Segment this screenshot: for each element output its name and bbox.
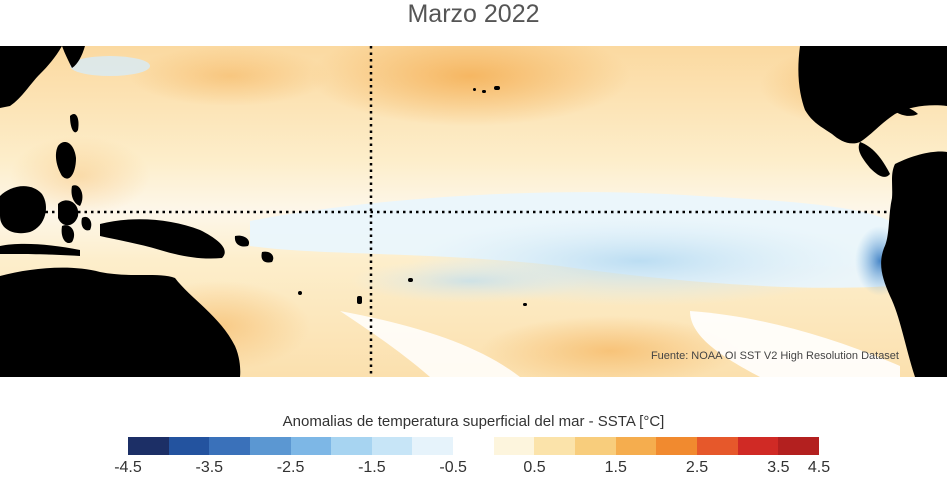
colorbar-cell (128, 437, 169, 455)
colorbar-tick-label: 0.5 (523, 459, 546, 476)
land-asia (0, 46, 62, 108)
colorbar-cell (778, 437, 819, 455)
land-new-guinea (100, 219, 225, 259)
map-title: Marzo 2022 (407, 0, 540, 28)
colorbar (128, 437, 819, 455)
colorbar-tick-label: -4.5 (114, 459, 142, 476)
colorbar-tick-label: -0.5 (439, 459, 467, 476)
land-borneo (0, 186, 46, 234)
colorbar-cell (371, 437, 413, 455)
colorbar-cell (453, 437, 494, 455)
colorbar-cell (656, 437, 697, 455)
colorbar-cell (331, 437, 372, 455)
colorbar-tick-label: 2.5 (685, 459, 709, 476)
colorbar-tick-label: 3.5 (767, 459, 790, 476)
colorbar-cell (737, 437, 779, 455)
colorbar-tick-label: 1.5 (604, 459, 627, 476)
colorbar-cell (290, 437, 332, 455)
land-australia (0, 267, 241, 377)
colorbar-cell (412, 437, 454, 455)
colorbar-cell (493, 437, 535, 455)
source-note: Fuente: NOAA OI SST V2 High Resolution D… (650, 350, 899, 362)
cool-anomaly-regions (70, 56, 905, 377)
colorbar-cell (534, 437, 576, 455)
colorbar-cell (209, 437, 250, 455)
colorbar-tick-label: -3.5 (195, 459, 224, 476)
colorbar-tick-label: 4.5 (807, 459, 831, 476)
sst-anomaly-map (0, 46, 947, 377)
land-north-america (798, 46, 947, 144)
colorbar-cell (168, 437, 210, 455)
land-masses (0, 46, 947, 377)
colorbar-cell (696, 437, 738, 455)
colorbar-cell (615, 437, 657, 455)
colorbar-tick-label: -1.5 (358, 459, 386, 476)
colorbar-tick-label: -2.5 (276, 459, 305, 476)
land-south-america (881, 151, 947, 377)
colorbar-ticks: -4.5 -3.5 -2.5 -1.5 -0.5 0.5 1.5 2.5 3.5 4.5 (0, 459, 947, 481)
colorbar-cell (249, 437, 291, 455)
colorbar-cell (575, 437, 616, 455)
colorbar-title: Anomalias de temperatura superficial del… (282, 413, 665, 430)
